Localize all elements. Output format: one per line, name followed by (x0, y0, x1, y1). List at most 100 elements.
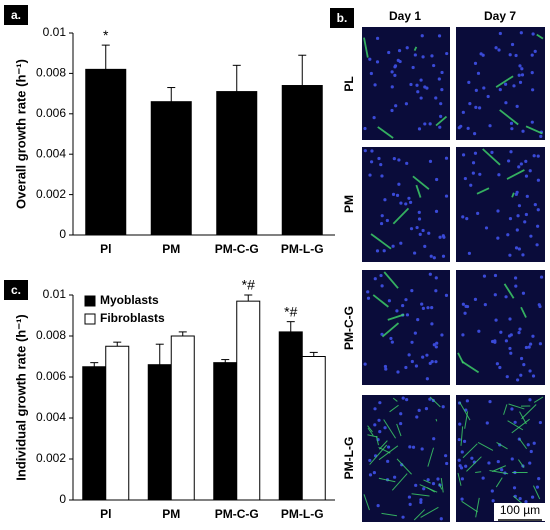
x-tick-label: PM (162, 242, 180, 256)
cell-fibre (495, 75, 514, 88)
cell-fibre (495, 477, 503, 488)
nucleus (444, 194, 449, 198)
nucleus (432, 343, 436, 347)
nucleus (393, 65, 397, 69)
nucleus (515, 190, 519, 194)
nucleus (390, 340, 394, 344)
cell-fibre (369, 444, 388, 465)
nucleus (373, 277, 377, 281)
y-tick-label: 0.008 (36, 328, 66, 342)
nucleus (487, 461, 491, 465)
cell-fibre (375, 436, 379, 446)
nucleus (440, 333, 444, 337)
legend-swatch (84, 313, 96, 325)
nucleus (375, 249, 380, 253)
nucleus (478, 106, 482, 110)
nucleus (529, 342, 533, 346)
nucleus (399, 201, 403, 205)
nucleus (375, 60, 380, 64)
cell-fibre (482, 148, 501, 166)
nucleus (473, 297, 478, 301)
cell-fibre (370, 233, 392, 250)
nucleus (513, 420, 517, 424)
row-label: PM-C-G (342, 306, 356, 350)
nucleus (512, 486, 517, 490)
nucleus (474, 105, 478, 109)
nucleus (380, 284, 384, 288)
nucleus (421, 228, 425, 233)
micrograph (362, 27, 450, 140)
nucleus (385, 218, 389, 223)
nucleus (401, 303, 405, 308)
nucleus (370, 149, 374, 153)
nucleus (389, 336, 393, 341)
nucleus (425, 377, 429, 381)
nucleus (396, 58, 400, 62)
nucleus (376, 503, 380, 508)
nucleus (384, 367, 388, 371)
panel-label-box (4, 280, 28, 300)
nucleus (445, 461, 449, 466)
nucleus (391, 244, 395, 248)
nucleus (529, 449, 533, 454)
column-label: Day 7 (484, 9, 516, 23)
nucleus (424, 407, 429, 411)
nucleus (499, 330, 503, 334)
nucleus (380, 214, 384, 218)
cell-fibre (392, 397, 398, 402)
nucleus (419, 500, 423, 504)
nucleus (509, 121, 514, 125)
cell-fibre (496, 442, 508, 450)
nucleus (366, 296, 371, 300)
cell-fibre (413, 46, 418, 51)
nucleus (461, 110, 465, 114)
nucleus (535, 243, 539, 247)
annotation: * (103, 27, 109, 43)
nucleus (508, 317, 512, 321)
cell-fibre (429, 396, 441, 408)
nucleus (439, 102, 443, 106)
nucleus (531, 334, 535, 338)
cell-fibre (464, 411, 469, 429)
nucleus (428, 397, 432, 401)
y-tick-label: 0.006 (36, 369, 66, 383)
nucleus (391, 192, 396, 196)
y-tick-label: 0 (59, 492, 66, 506)
nucleus (508, 217, 513, 221)
nucleus (530, 120, 534, 124)
nucleus (404, 365, 408, 370)
nucleus (463, 176, 467, 181)
nucleus (474, 88, 478, 92)
bar (281, 85, 323, 236)
nucleus (486, 94, 490, 99)
nucleus (417, 408, 421, 412)
nucleus (535, 485, 540, 489)
cell-fibre (506, 169, 525, 180)
cell-fibre (438, 483, 443, 490)
nucleus (524, 212, 528, 217)
nucleus (434, 209, 439, 214)
nucleus (434, 289, 438, 293)
nucleus (467, 251, 471, 256)
nucleus (461, 215, 465, 219)
scale-bar-label: 100 µm (500, 503, 540, 517)
cell-fibre (460, 426, 464, 446)
cell-fibre (525, 125, 543, 135)
nucleus (377, 156, 381, 161)
micrographs (362, 27, 545, 522)
nucleus (536, 154, 540, 158)
nucleus (393, 73, 397, 77)
nucleus (407, 495, 412, 499)
nucleus (421, 306, 425, 310)
nucleus (410, 340, 414, 344)
x-tick-label: Pl (100, 507, 111, 521)
nucleus (470, 456, 474, 460)
cell-fibre (520, 306, 527, 318)
legend-label: Fibroblasts (100, 311, 165, 325)
cell-fibre (367, 427, 374, 436)
nucleus (383, 426, 387, 430)
nucleus (414, 483, 418, 487)
nucleus (415, 225, 419, 230)
y-tick-label: 0.002 (36, 187, 66, 201)
nucleus (460, 497, 464, 501)
